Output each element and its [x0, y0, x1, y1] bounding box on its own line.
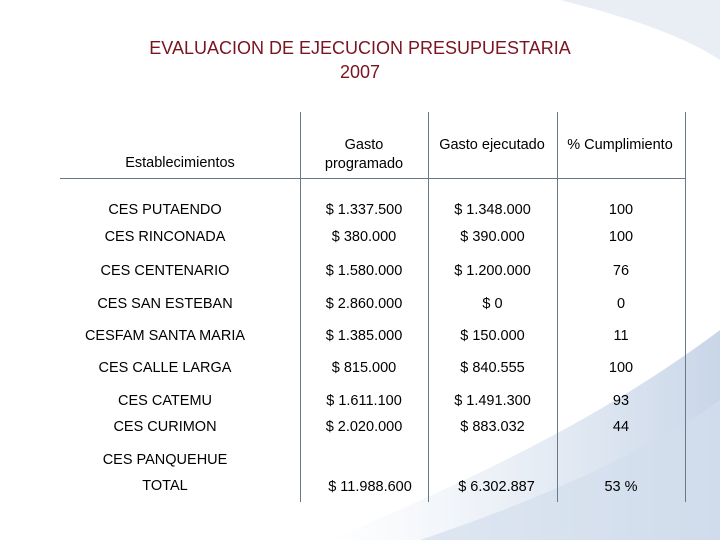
cell-cumplimiento: 93	[612, 393, 630, 409]
cell-gasto-ejecutado: $ 1.491.300	[454, 393, 531, 409]
total-cumplimiento: 53 %	[604, 479, 638, 495]
cell-cumplimiento: 100	[608, 229, 634, 245]
cell-gasto-ejecutado: $ 883.032	[460, 419, 525, 435]
cell-gasto-ejecutado: $ 1.200.000	[454, 263, 531, 279]
cell-establecimiento: CES PANQUEHUE	[102, 452, 228, 468]
cell-gasto-programado: $ 1.611.100	[326, 393, 402, 409]
cell-gasto-ejecutado: $ 0	[482, 296, 503, 312]
header-divider	[60, 178, 686, 179]
cell-establecimiento: CES CALLE LARGA	[98, 360, 232, 376]
total-gasto-ejecutado: $ 6.302.887	[458, 479, 535, 495]
column-divider	[428, 112, 429, 502]
header-cumplimiento: % Cumplimiento	[567, 137, 673, 153]
cell-cumplimiento: 11	[613, 328, 629, 344]
cell-cumplimiento: 100	[608, 360, 634, 376]
cell-gasto-ejecutado: $ 390.000	[460, 229, 525, 245]
cell-cumplimiento: 100	[608, 202, 634, 218]
total-gasto-programado: $ 11.988.600	[328, 479, 412, 495]
cell-gasto-programado: $ 1.580.000	[325, 263, 403, 279]
cell-establecimiento: CES RINCONADA	[104, 229, 226, 245]
cell-establecimiento: CES CURIMON	[113, 419, 217, 435]
page-title: EVALUACION DE EJECUCION PRESUPUESTARIA 2…	[0, 36, 720, 84]
cell-establecimiento: CESFAM SANTA MARIA	[84, 328, 246, 344]
header-gasto-ejecutado: Gasto ejecutado	[439, 137, 545, 153]
cell-gasto-ejecutado: $ 150.000	[460, 328, 525, 344]
cell-cumplimiento: 44	[612, 419, 630, 435]
cell-gasto-programado: $ 380.000	[331, 229, 397, 245]
header-establecimientos: Establecimientos	[125, 155, 235, 171]
title-line-1: EVALUACION DE EJECUCION PRESUPUESTARIA	[149, 38, 571, 58]
cell-cumplimiento: 76	[612, 263, 630, 279]
column-divider	[300, 112, 301, 502]
total-label: TOTAL	[142, 478, 188, 494]
cell-gasto-programado: $ 2.020.000	[325, 419, 403, 435]
cell-gasto-ejecutado: $ 1.348.000	[454, 202, 531, 218]
cell-gasto-programado: $ 1.337.500	[325, 202, 403, 218]
column-divider	[557, 112, 558, 502]
cell-establecimiento: CES SAN ESTEBAN	[97, 296, 233, 312]
cell-gasto-programado: $ 1.385.000	[325, 328, 403, 344]
cell-cumplimiento: 0	[616, 296, 626, 312]
title-line-2: 2007	[339, 62, 381, 82]
cell-establecimiento: CES CATEMU	[118, 393, 212, 409]
cell-establecimiento: CES CENTENARIO	[100, 263, 230, 279]
cell-gasto-programado: $ 2.860.000	[325, 296, 403, 312]
budget-table: Establecimientos Gasto programado Gasto …	[60, 112, 686, 502]
column-divider	[685, 112, 686, 502]
cell-gasto-ejecutado: $ 840.555	[460, 360, 525, 376]
cell-establecimiento: CES PUTAENDO	[108, 202, 222, 218]
cell-gasto-programado: $ 815.000	[331, 360, 397, 376]
header-gasto-programado: Gasto programado	[324, 137, 404, 172]
